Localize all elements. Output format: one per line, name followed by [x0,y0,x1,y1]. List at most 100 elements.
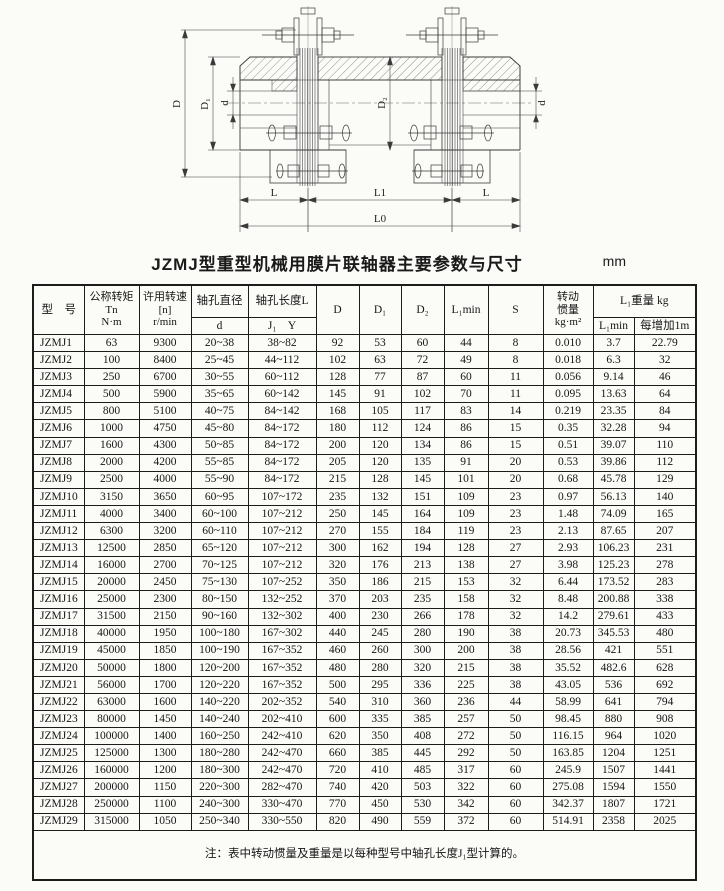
value-cell: 205 [315,453,360,472]
left-flange-section [239,56,298,81]
value-cell: 98.45 [542,710,594,729]
value-cell: 102 [400,385,445,404]
value-cell: 242~470 [247,744,317,763]
table-row: JZMJ13 12500 2850 65~120 107~212 300 162 194 128… [32,539,697,558]
value-cell: 1200 [138,761,192,780]
value-cell: 482.6 [592,658,635,677]
value-cell: 155 [358,522,402,541]
value-cell: 4750 [138,419,192,438]
col-header-weight-group: L₁重量 kg [592,284,697,318]
value-cell: 250~340 [190,812,249,831]
col-header-inertia: 转动 惯量 kg·m² [542,284,594,335]
value-cell: 280 [400,624,445,643]
table-row: JZMJ29 315000 1050 250~340 330~550 820 490 559 3… [32,812,697,831]
value-cell: 203 [358,590,402,609]
value-cell: 2300 [138,590,192,609]
left-top-bolt [262,7,354,56]
model-cell: JZMJ13 [32,539,85,558]
value-cell: 6.3 [592,351,635,370]
model-cell: JZMJ11 [32,504,85,524]
value-cell: 215 [315,470,360,489]
value-cell: 16000 [83,556,140,575]
table-row: JZMJ15 20000 2450 75~130 107~252 350 186 215 153… [32,573,697,592]
value-cell: 20 [487,470,544,489]
value-cell: 220~300 [190,778,249,797]
value-cell: 1.48 [542,504,594,524]
value-cell: 540 [315,692,360,712]
value-cell: 250 [315,504,360,524]
value-cell: 38 [487,641,544,660]
model-cell: JZMJ3 [32,368,85,387]
value-cell: 45~80 [190,419,249,438]
value-cell: 410 [358,761,402,780]
value-cell: 128 [315,368,360,387]
value-cell: 0.97 [542,487,594,506]
value-cell: 266 [400,607,445,626]
value-cell: 11 [487,385,544,404]
value-cell: 164 [400,504,445,524]
dim-label-d-left: d [219,100,231,106]
model-cell: JZMJ15 [32,573,85,592]
value-cell: 75~130 [190,573,249,592]
value-cell: 0.68 [542,470,594,489]
value-cell: 275.08 [542,778,594,797]
value-cell: 500 [315,675,360,694]
col-header-D1: D₁ [358,284,402,335]
value-cell: 794 [633,692,697,712]
value-cell: 400 [315,607,360,626]
value-cell: 23 [487,504,544,524]
value-cell: 70 [443,385,489,404]
value-cell: 408 [400,727,445,746]
value-cell: 235 [400,590,445,609]
value-cell: 53 [358,333,402,353]
value-cell: 1950 [138,624,192,643]
value-cell: 600 [315,710,360,729]
value-cell: 22.79 [633,333,697,353]
table-row: JZMJ2 100 8400 25~45 44~112 102 63 72 49 8 0.018 6.… [32,351,697,370]
value-cell: 551 [633,641,697,660]
value-cell: 330~470 [247,795,317,814]
header-line: [n] [158,303,172,316]
dim-label-D2: D₂ [376,97,388,109]
header-line: 转动 [557,290,579,303]
value-cell: 128 [358,470,402,489]
value-cell: 360 [400,692,445,712]
value-cell: 27 [487,556,544,575]
value-cell: 310 [358,692,402,712]
value-cell: 0.095 [542,385,594,404]
value-cell: 63000 [83,692,140,712]
model-cell: JZMJ12 [32,522,85,541]
value-cell: 345.53 [592,624,635,643]
value-cell: 372 [443,812,489,831]
value-cell: 1600 [83,436,140,455]
value-cell: 2.13 [542,522,594,541]
value-cell: 55~85 [190,453,249,472]
model-cell: JZMJ18 [32,624,85,643]
header-line: kg·m² [554,316,582,329]
value-cell: 20 [487,453,544,472]
value-cell: 200.88 [592,590,635,609]
value-cell: 9.14 [592,368,635,387]
table-row: JZMJ12 6300 3200 60~110 107~212 270 155 184 119 2… [32,522,697,541]
model-cell: JZMJ21 [32,675,85,694]
model-cell: JZMJ1 [32,333,85,353]
value-cell: 2700 [138,556,192,575]
table-row: JZMJ14 16000 2700 70~125 107~212 320 176 213 138… [32,556,697,575]
value-cell: 107~212 [247,504,317,524]
value-cell: 250000 [83,795,140,814]
value-cell: 480 [315,658,360,677]
dim-label-L-right: L [483,187,490,199]
value-cell: 260 [358,641,402,660]
value-cell: 0.35 [542,419,594,438]
value-cell: 15 [487,436,544,455]
value-cell: 0.219 [542,402,594,421]
value-cell: 83 [443,402,489,421]
table-body: JZMJ1 63 9300 20~38 38~82 92 53 60 44 8 0.010 3.7 22… [32,333,697,831]
value-cell: 420 [358,778,402,797]
value-cell: 167~352 [247,675,317,694]
value-cell: 342.37 [542,795,594,814]
col-header-L1min: L₁min [443,284,489,335]
right-membrane-pack [441,48,464,186]
value-cell: 235 [315,487,360,506]
value-cell: 31500 [83,607,140,626]
